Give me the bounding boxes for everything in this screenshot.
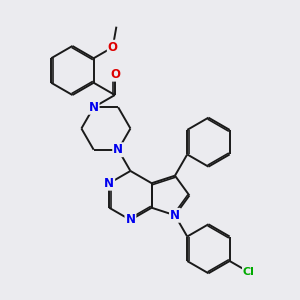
Text: Cl: Cl	[243, 267, 255, 277]
Text: O: O	[110, 68, 120, 81]
Text: O: O	[108, 41, 118, 54]
Text: N: N	[89, 101, 99, 114]
Text: N: N	[125, 214, 135, 226]
Text: N: N	[113, 143, 123, 156]
Text: N: N	[104, 177, 114, 190]
Text: N: N	[170, 209, 180, 222]
